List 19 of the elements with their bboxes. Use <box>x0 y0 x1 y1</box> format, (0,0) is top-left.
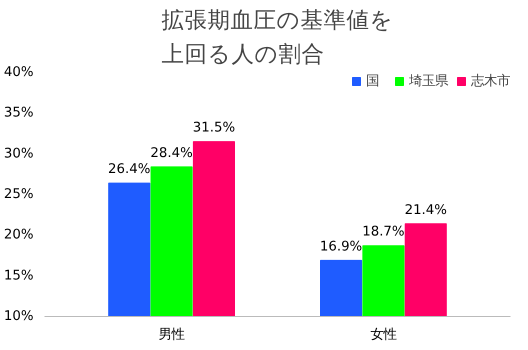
y-tick-label: 10% <box>4 309 34 324</box>
y-tick-label: 30% <box>4 146 34 162</box>
x-tick-label: 女性 <box>370 328 396 342</box>
data-label: 28.4% <box>150 146 193 161</box>
x-tick-label: 男性 <box>158 328 185 342</box>
y-tick-label: 15% <box>4 268 34 284</box>
data-label: 21.4% <box>404 202 447 218</box>
y-tick-label: 35% <box>4 106 34 121</box>
y-tick-label: 20% <box>4 228 34 243</box>
data-label: 31.5% <box>192 120 236 136</box>
legend-label: 志木市 <box>471 72 510 90</box>
y-tick-label: 25% <box>4 187 34 202</box>
data-label: 18.7% <box>362 224 405 240</box>
legend-label: 埼玉県 <box>409 73 448 90</box>
data-label: 26.4% <box>108 162 150 178</box>
legend-label: 国 <box>366 73 380 90</box>
data-label: 16.9% <box>320 239 362 254</box>
chart-title: 拡張期血圧の基準値を上回る人の割合 <box>162 8 394 68</box>
y-tick-label: 40% <box>4 65 34 80</box>
